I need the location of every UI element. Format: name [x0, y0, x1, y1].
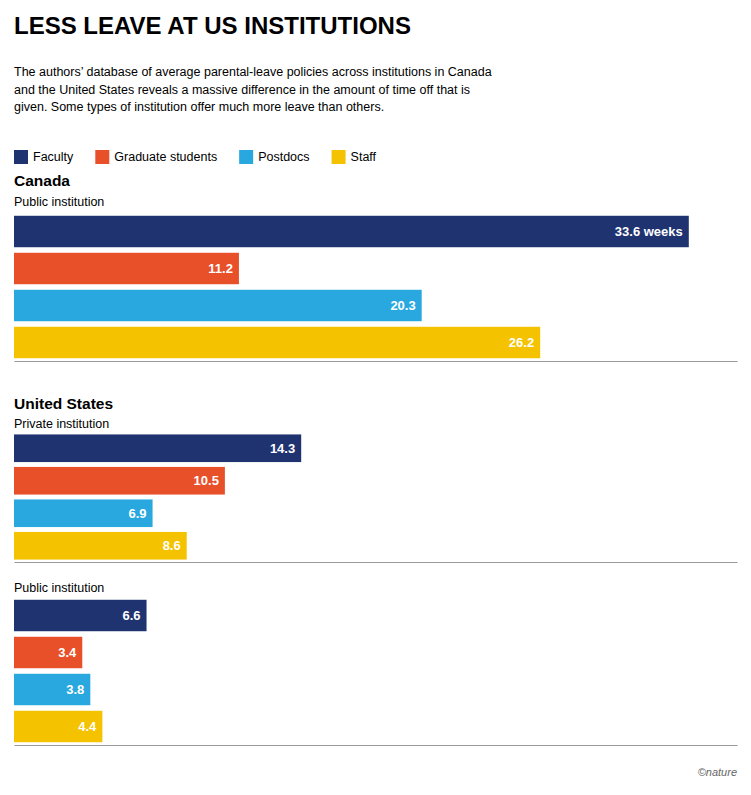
axis-line [15, 361, 738, 362]
title: LESS LEAVE AT US INSTITUTIONS [14, 12, 411, 39]
data-labels: 6.6 3.4 3.8 4.4 [58, 608, 140, 734]
data-label: 3.4 [58, 645, 77, 660]
data-label: 8.6 [163, 538, 181, 553]
legend-item: Postdocs [239, 150, 309, 164]
panel: Public institution 6.6 3.4 3.8 4.4 [14, 581, 738, 746]
chart-root: LESS LEAVE AT US INSTITUTIONS The authors… [0, 0, 751, 795]
bars [14, 216, 689, 358]
data-label: 33.6 weeks [615, 224, 683, 239]
legend-swatch [95, 150, 109, 164]
annotation: ©nature [698, 766, 737, 778]
panel-subtitle: Public institution [14, 195, 104, 209]
legend-label: Faculty [33, 150, 74, 164]
legend-label: Staff [351, 150, 377, 164]
data-label: 6.6 [122, 608, 140, 623]
data-label: 26.2 [509, 335, 534, 350]
panel-title: Canada [14, 172, 70, 189]
axis-line [15, 562, 738, 563]
bar [14, 637, 82, 668]
x-axis [15, 745, 738, 746]
legend-label: Graduate students [114, 150, 217, 164]
legend-swatch [239, 150, 253, 164]
bar [14, 600, 147, 631]
data-label: 11.2 [208, 261, 233, 276]
panel: Canada Public institution 33.6 weeks 11.2 20… [14, 172, 738, 362]
legend-label: Postdocs [258, 150, 309, 164]
data-label: 3.8 [66, 682, 84, 697]
bars [14, 600, 147, 742]
bar [14, 711, 102, 742]
bar [14, 290, 422, 321]
legend-swatch [332, 150, 346, 164]
legend: Faculty Graduate students Postdocs Staff [14, 150, 377, 164]
axis-line [15, 745, 738, 746]
subtitle: The authors’ database of average parenta… [14, 65, 492, 114]
panel-subtitle: Public institution [14, 581, 104, 595]
data-labels: 14.3 10.5 6.9 8.6 [128, 441, 295, 554]
bar [14, 674, 90, 705]
bar [14, 216, 689, 247]
bar [14, 499, 153, 527]
data-label: 20.3 [390, 298, 415, 313]
panel-subtitle: Private institution [14, 417, 109, 431]
legend-item: Graduate students [95, 150, 217, 164]
data-label: 6.9 [128, 506, 146, 521]
bar [14, 434, 301, 462]
panel: United States Private institution 14.3 10.5… [14, 395, 738, 563]
bar [14, 327, 540, 358]
legend-swatch [14, 150, 28, 164]
x-axis [15, 562, 738, 563]
legend-item: Staff [332, 150, 377, 164]
bars [14, 434, 301, 559]
data-label: 4.4 [78, 719, 97, 734]
bar [14, 467, 225, 495]
x-axis [15, 361, 738, 362]
data-label: 10.5 [194, 473, 219, 488]
legend-item: Faculty [14, 150, 74, 164]
bar [14, 253, 239, 284]
panel-title: United States [14, 395, 113, 412]
data-label: 14.3 [270, 441, 295, 456]
bar [14, 532, 187, 560]
data-labels: 33.6 weeks 11.2 20.3 26.2 [208, 224, 682, 350]
